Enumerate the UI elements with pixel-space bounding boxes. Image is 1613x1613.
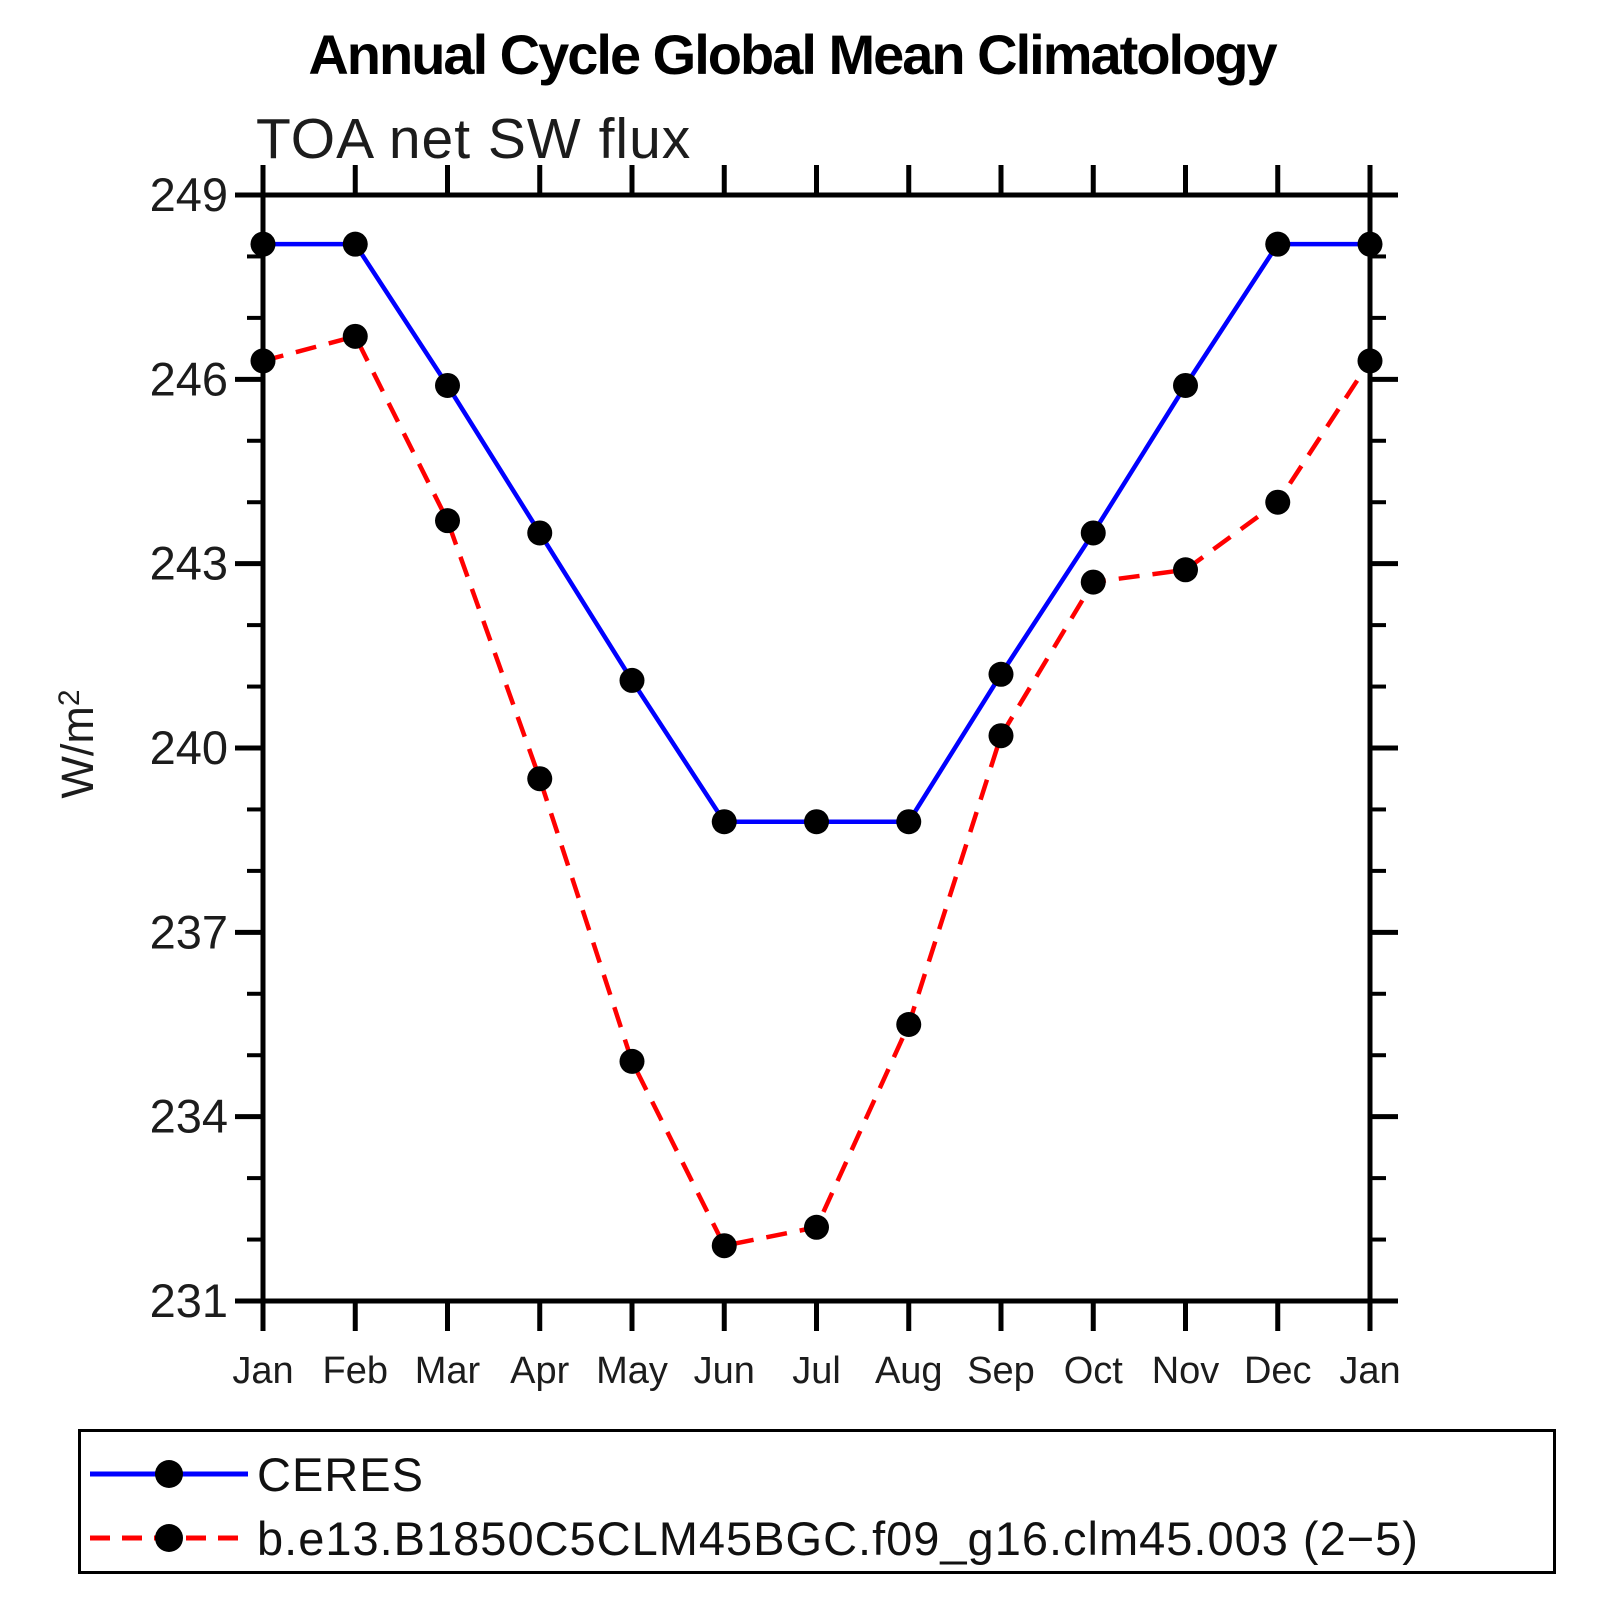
- legend-label-ceres: CERES: [257, 1447, 424, 1501]
- ceres-data-marker: [1357, 231, 1383, 257]
- x-tick-label: Apr: [510, 1350, 569, 1392]
- legend-label-model: b.e13.B1850C5CLM45BGC.f09_g16.clm45.003 …: [257, 1511, 1419, 1565]
- ceres-data-marker: [342, 231, 368, 257]
- legend-swatch-solid-line-icon: [90, 1460, 248, 1488]
- model-data-marker: [711, 1233, 737, 1259]
- x-tick-label: Jan: [1339, 1350, 1400, 1392]
- legend-row-model: b.e13.B1850C5CLM45BGC.f09_g16.clm45.003 …: [81, 1506, 1553, 1570]
- ceres-data-marker: [896, 809, 922, 835]
- model-data-marker: [1080, 569, 1106, 595]
- legend-swatch-dashed-line-icon: [90, 1524, 248, 1552]
- x-tick-label: May: [596, 1350, 668, 1392]
- model-line: [262, 334, 1372, 1248]
- plot-frame: [260, 192, 1373, 1304]
- y-axis-label-exponent: 2: [53, 689, 86, 707]
- model-data-marker: [527, 766, 553, 792]
- x-tick-label: Jan: [232, 1350, 293, 1392]
- y-axis-label: W/m2: [52, 666, 104, 822]
- legend-row-ceres: CERES: [81, 1442, 1553, 1506]
- model-data-marker: [250, 348, 276, 374]
- ceres-data-marker: [711, 809, 737, 835]
- model-data-marker: [1265, 489, 1291, 515]
- ceres-data-marker: [527, 520, 553, 546]
- ceres-data-marker: [988, 661, 1014, 687]
- x-tick-label: Dec: [1244, 1350, 1312, 1392]
- ceres-data-marker: [1173, 372, 1198, 398]
- y-tick-label: 237: [150, 905, 228, 958]
- y-tick-label: 243: [150, 537, 228, 590]
- x-tick-label: Jun: [694, 1350, 755, 1392]
- ceres-data-marker: [435, 372, 460, 398]
- legend: CERES b.e13.B1850C5CLM45BGC.f09_g16.clm4…: [78, 1429, 1556, 1574]
- x-tick-label: Oct: [1064, 1350, 1124, 1392]
- y-tick-label: 249: [150, 168, 228, 221]
- model-data-marker: [1357, 348, 1383, 374]
- x-tick-label: Sep: [967, 1350, 1035, 1392]
- ceres-data-marker: [619, 667, 645, 693]
- x-tick-label: Mar: [415, 1350, 481, 1392]
- y-axis-label-base: W/m: [52, 706, 103, 799]
- y-tick-label: 231: [150, 1274, 228, 1327]
- model-data-marker: [1173, 557, 1198, 583]
- ceres-line: [263, 241, 1370, 824]
- model-data-marker: [988, 723, 1014, 749]
- x-tick-label: Aug: [875, 1350, 943, 1392]
- model-data-marker: [342, 323, 368, 349]
- ceres-data-marker: [1080, 520, 1106, 546]
- x-tick-label: Nov: [1152, 1350, 1220, 1392]
- ceres-data-marker: [804, 809, 829, 835]
- model-data-marker: [619, 1048, 645, 1074]
- y-tick-label: 246: [150, 352, 228, 405]
- x-tick-label: Feb: [323, 1350, 388, 1392]
- y-tick-label: 234: [150, 1090, 228, 1143]
- model-data-marker: [896, 1012, 922, 1037]
- ceres-data-marker: [250, 231, 276, 257]
- page-title: Annual Cycle Global Mean Climatology: [308, 23, 1277, 86]
- model-data-marker: [435, 508, 460, 534]
- x-tick-label: Jul: [792, 1350, 841, 1392]
- ceres-data-marker: [1265, 231, 1291, 257]
- chart-subtitle: TOA net SW flux: [256, 107, 692, 171]
- y-tick-label: 240: [150, 721, 228, 774]
- model-data-marker: [804, 1214, 829, 1240]
